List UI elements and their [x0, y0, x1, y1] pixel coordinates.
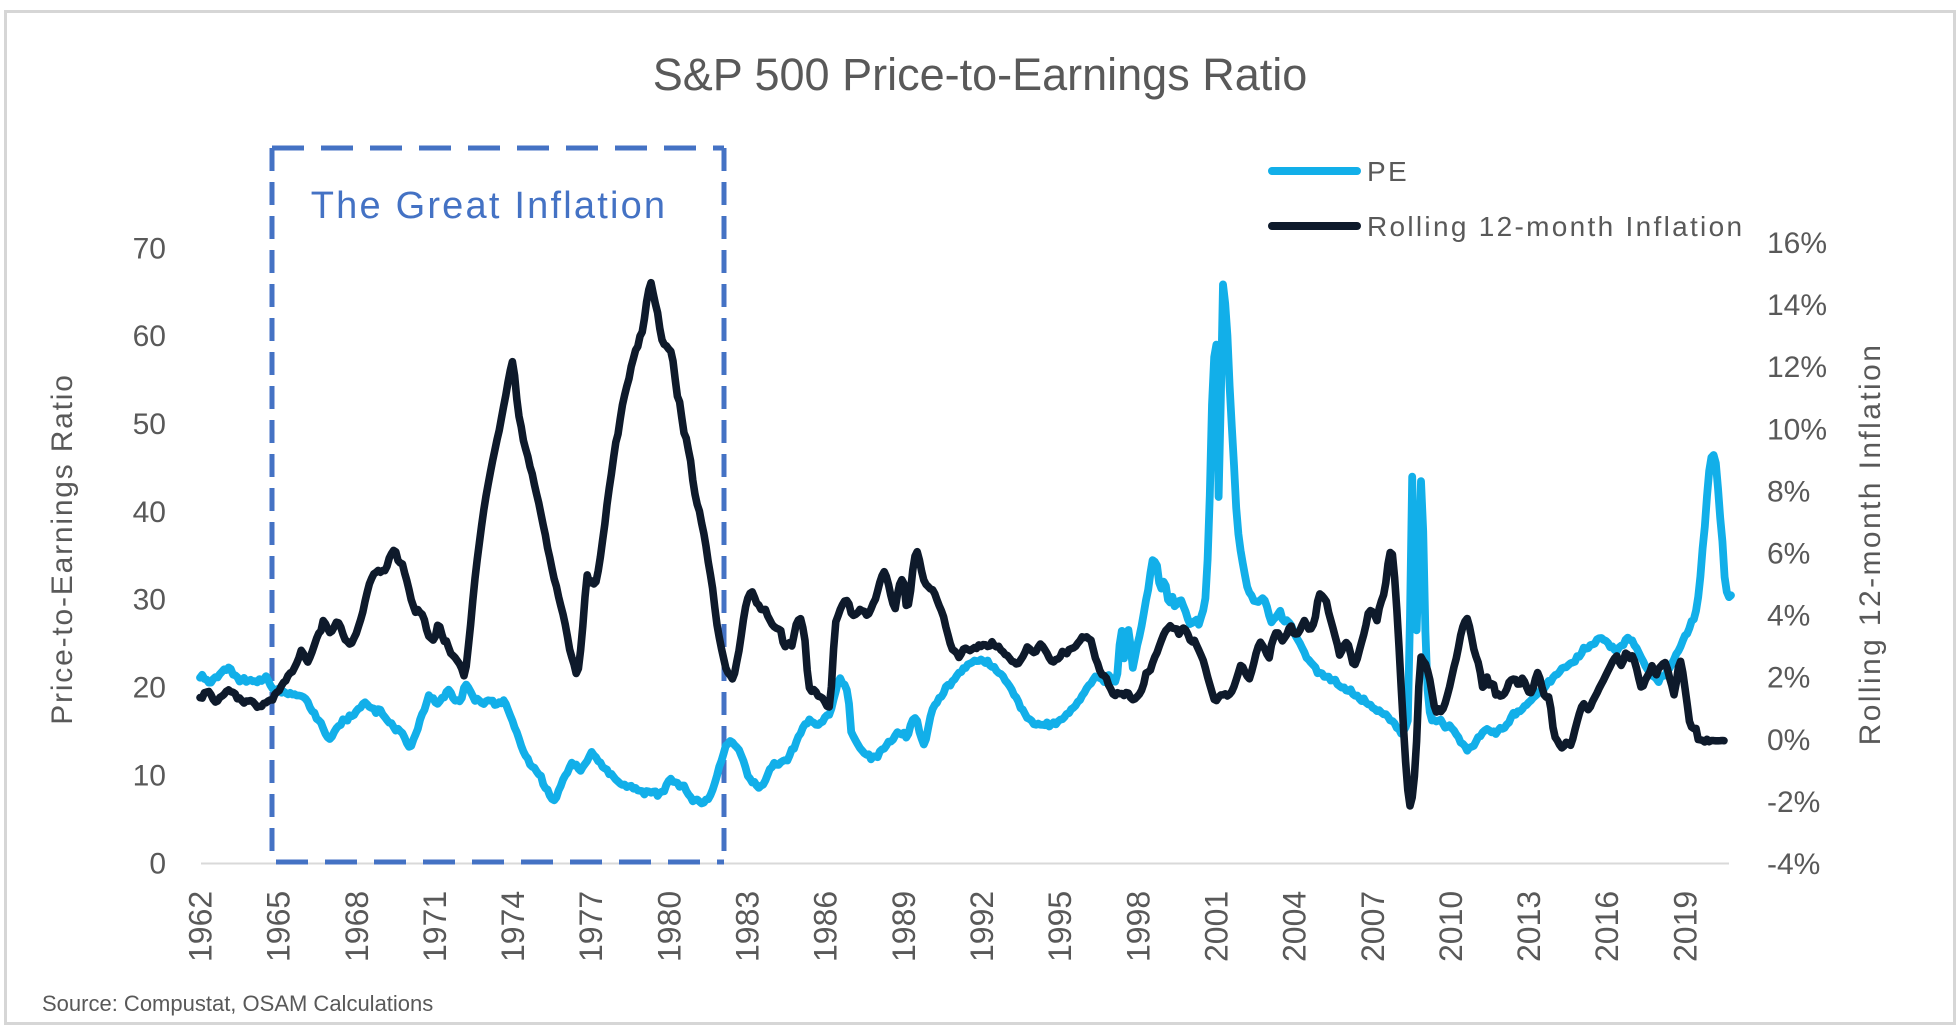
svg-text:50: 50	[133, 408, 166, 441]
svg-text:8%: 8%	[1767, 475, 1810, 508]
svg-text:Rolling 12-month Inflation: Rolling 12-month Inflation	[1367, 211, 1744, 242]
svg-text:1998: 1998	[1120, 891, 1156, 962]
svg-text:70: 70	[133, 232, 166, 265]
svg-text:1983: 1983	[730, 891, 766, 962]
svg-text:16%: 16%	[1767, 227, 1827, 260]
svg-text:2004: 2004	[1277, 891, 1313, 962]
svg-text:The Great Inflation: The Great Inflation	[311, 185, 668, 227]
svg-text:2%: 2%	[1767, 662, 1810, 695]
svg-text:1995: 1995	[1042, 891, 1078, 962]
svg-text:10: 10	[133, 759, 166, 792]
svg-text:-2%: -2%	[1767, 786, 1820, 819]
svg-text:1986: 1986	[808, 891, 844, 962]
svg-text:Rolling 12-month Inflation: Rolling 12-month Inflation	[1854, 343, 1887, 746]
svg-text:-4%: -4%	[1767, 848, 1820, 881]
svg-text:60: 60	[133, 320, 166, 353]
svg-text:2019: 2019	[1667, 891, 1703, 962]
svg-text:40: 40	[133, 496, 166, 529]
svg-text:S&P 500 Price-to-Earnings Rati: S&P 500 Price-to-Earnings Ratio	[653, 49, 1308, 100]
svg-text:2013: 2013	[1511, 891, 1547, 962]
svg-text:1962: 1962	[183, 891, 219, 962]
svg-text:12%: 12%	[1767, 351, 1827, 384]
svg-text:14%: 14%	[1767, 289, 1827, 322]
svg-text:Price-to-Earnings Ratio: Price-to-Earnings Ratio	[46, 373, 79, 725]
svg-text:PE: PE	[1367, 156, 1409, 187]
svg-text:6%: 6%	[1767, 538, 1810, 571]
svg-text:2001: 2001	[1199, 891, 1235, 962]
svg-text:1971: 1971	[417, 891, 453, 962]
svg-text:1974: 1974	[495, 891, 531, 962]
svg-text:2016: 2016	[1589, 891, 1625, 962]
svg-text:0: 0	[149, 847, 166, 880]
svg-text:1989: 1989	[886, 891, 922, 962]
svg-text:1980: 1980	[651, 891, 687, 962]
svg-text:1992: 1992	[964, 891, 1000, 962]
svg-text:20: 20	[133, 672, 166, 705]
svg-text:30: 30	[133, 584, 166, 617]
svg-text:4%: 4%	[1767, 600, 1810, 633]
svg-text:2010: 2010	[1433, 891, 1469, 962]
svg-text:10%: 10%	[1767, 413, 1827, 446]
svg-text:Source: Compustat, OSAM Calcul: Source: Compustat, OSAM Calculations	[42, 991, 433, 1016]
svg-text:1965: 1965	[261, 891, 297, 962]
svg-text:2007: 2007	[1355, 891, 1391, 962]
svg-text:1968: 1968	[339, 891, 375, 962]
svg-text:1977: 1977	[573, 891, 609, 962]
svg-text:0%: 0%	[1767, 724, 1810, 757]
